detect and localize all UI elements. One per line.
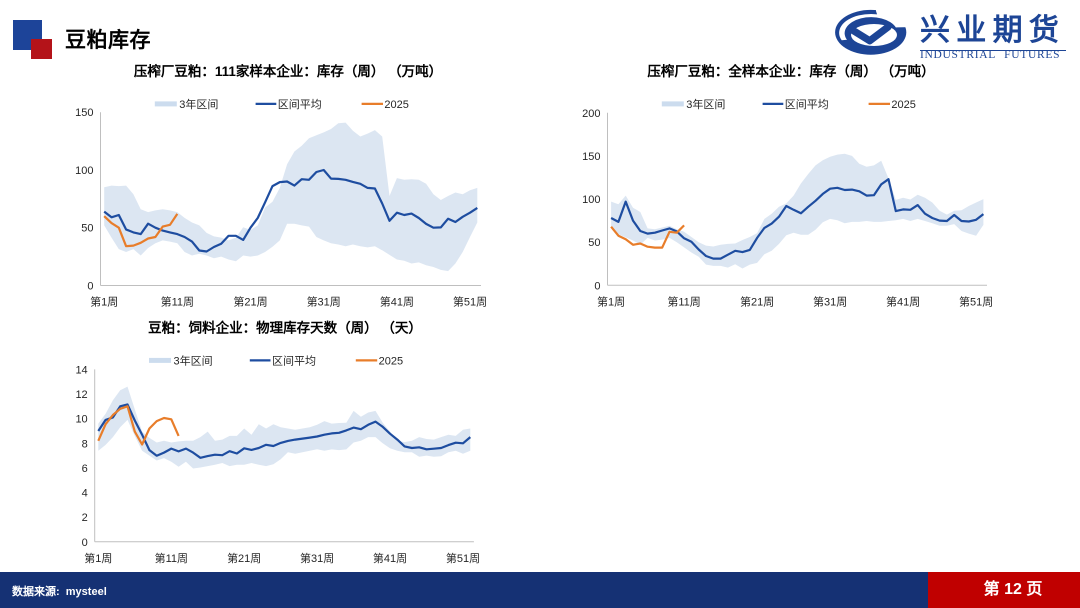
svg-text:第1周: 第1周 xyxy=(84,551,112,565)
svg-text:区间平均: 区间平均 xyxy=(278,98,322,111)
svg-text:区间平均: 区间平均 xyxy=(272,354,316,367)
svg-text:区间平均: 区间平均 xyxy=(785,98,829,111)
svg-text:2: 2 xyxy=(82,512,88,524)
svg-text:3年区间: 3年区间 xyxy=(174,353,213,367)
svg-text:100: 100 xyxy=(582,194,600,206)
svg-text:12: 12 xyxy=(75,389,87,401)
svg-text:第51周: 第51周 xyxy=(446,551,480,565)
svg-text:压榨厂豆粕：全样本企业：库存（周） （万吨）: 压榨厂豆粕：全样本企业：库存（周） （万吨） xyxy=(647,63,934,79)
svg-text:2025: 2025 xyxy=(384,99,408,111)
svg-text:第51周: 第51周 xyxy=(453,295,487,309)
svg-text:100: 100 xyxy=(75,165,93,177)
svg-text:2025: 2025 xyxy=(891,99,915,111)
svg-text:第11周: 第11周 xyxy=(667,295,700,309)
svg-text:3年区间: 3年区间 xyxy=(179,97,218,111)
svg-text:第31周: 第31周 xyxy=(813,295,847,309)
svg-text:50: 50 xyxy=(81,223,93,235)
svg-text:8: 8 xyxy=(82,438,88,450)
svg-text:第41周: 第41周 xyxy=(373,551,407,565)
svg-text:第21周: 第21周 xyxy=(233,295,267,309)
svg-text:150: 150 xyxy=(75,107,93,119)
svg-text:豆粕：饲料企业：物理库存天数（周） （天）: 豆粕：饲料企业：物理库存天数（周） （天） xyxy=(148,320,422,336)
svg-text:10: 10 xyxy=(75,414,87,426)
svg-text:2025: 2025 xyxy=(379,355,403,367)
svg-text:0: 0 xyxy=(594,280,600,292)
svg-text:第31周: 第31周 xyxy=(307,295,341,309)
svg-text:第11周: 第11周 xyxy=(155,551,188,565)
svg-text:14: 14 xyxy=(75,364,87,376)
svg-text:第21周: 第21周 xyxy=(227,551,261,565)
svg-text:第51周: 第51周 xyxy=(959,295,993,309)
svg-text:50: 50 xyxy=(588,237,600,249)
svg-text:3年区间: 3年区间 xyxy=(686,97,725,111)
svg-text:0: 0 xyxy=(87,281,93,293)
svg-text:第41周: 第41周 xyxy=(380,295,414,309)
svg-text:第31周: 第31周 xyxy=(300,551,334,565)
svg-text:第21周: 第21周 xyxy=(740,295,774,309)
svg-text:压榨厂豆粕：111家样本企业：库存（周） （万吨）: 压榨厂豆粕：111家样本企业：库存（周） （万吨） xyxy=(134,63,442,79)
svg-text:第1周: 第1周 xyxy=(597,295,625,309)
svg-text:200: 200 xyxy=(582,108,600,120)
svg-text:6: 6 xyxy=(82,463,88,475)
svg-text:4: 4 xyxy=(82,488,88,500)
svg-text:第1周: 第1周 xyxy=(90,295,118,309)
svg-text:第11周: 第11周 xyxy=(161,295,194,309)
svg-text:150: 150 xyxy=(582,151,600,163)
svg-text:0: 0 xyxy=(82,537,88,549)
svg-text:第41周: 第41周 xyxy=(886,295,920,309)
